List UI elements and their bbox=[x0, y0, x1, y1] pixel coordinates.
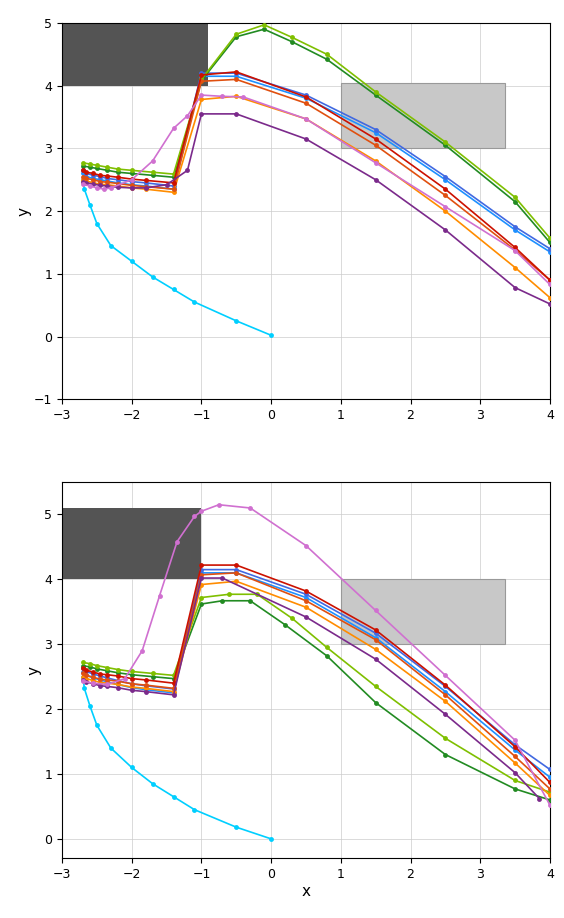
Y-axis label: y: y bbox=[16, 207, 31, 216]
Bar bbox=[341, 83, 505, 149]
Y-axis label: y: y bbox=[27, 666, 42, 675]
Bar bbox=[341, 579, 505, 644]
Bar bbox=[62, 508, 201, 579]
Bar bbox=[62, 17, 209, 85]
X-axis label: x: x bbox=[302, 884, 310, 899]
